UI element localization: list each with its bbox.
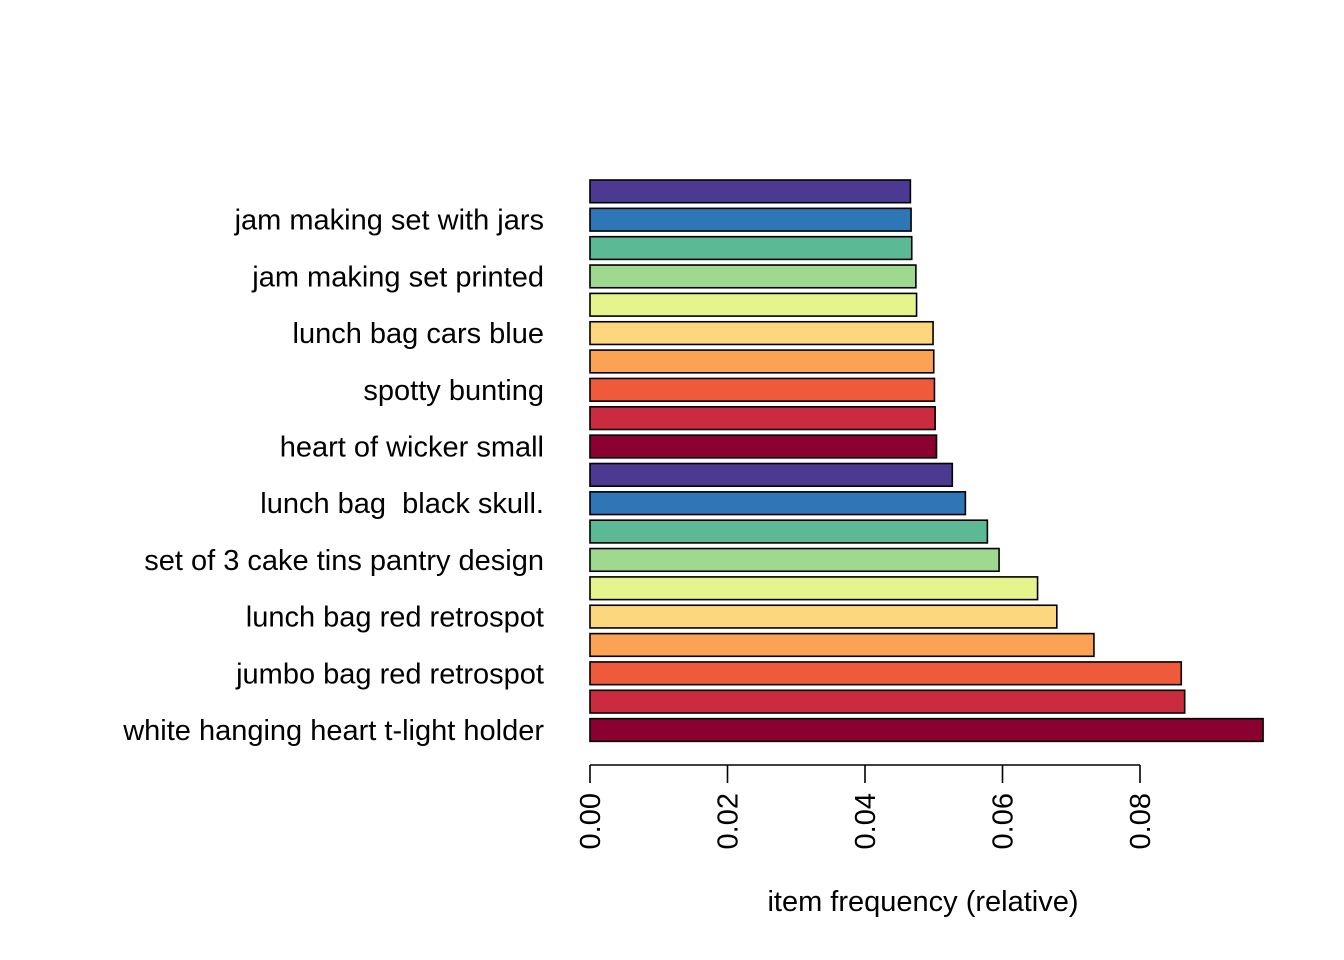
x-axis-title: item frequency (relative) <box>767 886 1078 918</box>
bar-7 <box>589 519 989 544</box>
x-tick-label: 0.06 <box>988 793 1020 849</box>
bar-9 <box>589 462 954 488</box>
bar-11 <box>589 405 936 431</box>
category-label: spotty bunting <box>363 375 544 407</box>
bar-17 <box>589 235 913 261</box>
bar-13 <box>589 349 935 374</box>
bar-2 <box>589 661 1183 686</box>
category-label: lunch bag black skull. <box>260 488 544 520</box>
bar-15 <box>589 292 918 317</box>
bar-18 <box>589 207 912 232</box>
bar-1 <box>589 689 1186 714</box>
x-axis: 0.00 0.02 0.04 0.06 0.08 <box>575 764 1157 849</box>
bar-8 <box>589 491 967 516</box>
bar-16 <box>589 264 917 289</box>
bar-6 <box>589 547 1000 573</box>
category-label: jam making set printed <box>251 261 544 293</box>
bar-0 <box>589 717 1264 743</box>
category-label: jumbo bag red retrospot <box>235 658 544 690</box>
bar-3 <box>589 632 1095 658</box>
category-label: lunch bag red retrospot <box>246 602 544 634</box>
bar-4 <box>589 604 1058 629</box>
x-tick-label: 0.08 <box>1125 793 1157 849</box>
category-label: jam making set with jars <box>234 205 544 237</box>
category-label: heart of wicker small <box>280 432 544 464</box>
x-tick-label: 0.02 <box>713 793 745 849</box>
bar-10 <box>589 434 938 459</box>
category-labels: white hanging heart t-light holder jumbo … <box>122 205 544 747</box>
x-tick-label: 0.00 <box>575 793 607 849</box>
category-label: white hanging heart t-light holder <box>122 715 544 747</box>
x-tick-label: 0.04 <box>850 793 882 849</box>
bars-layer <box>589 179 1264 743</box>
bar-12 <box>589 377 936 402</box>
bar-19 <box>589 179 912 204</box>
bar-5 <box>589 576 1039 601</box>
category-label: set of 3 cake tins pantry design <box>144 545 544 577</box>
bar-14 <box>589 320 934 346</box>
category-label: lunch bag cars blue <box>293 318 545 350</box>
